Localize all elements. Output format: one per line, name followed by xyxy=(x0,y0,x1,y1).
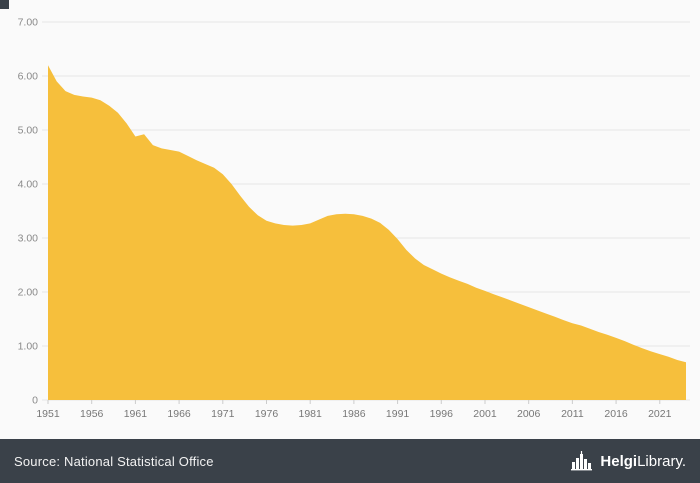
y-axis-label: 5.00 xyxy=(18,125,39,137)
skyline-chart-icon xyxy=(571,451,593,471)
x-axis-label: 1966 xyxy=(167,408,191,420)
x-axis-label: 1951 xyxy=(36,408,60,420)
y-axis-label: 6.00 xyxy=(18,71,39,83)
y-axis-label: 7.00 xyxy=(18,17,39,29)
y-axis-label: 1.00 xyxy=(18,341,39,353)
x-axis-label: 1971 xyxy=(211,408,235,420)
source-label: Source: National Statistical Office xyxy=(14,453,214,469)
x-axis-label: 2011 xyxy=(561,408,584,420)
x-axis-label: 1956 xyxy=(80,408,104,420)
area-series xyxy=(48,65,686,400)
brand-text-rest: Library. xyxy=(637,452,686,470)
x-axis-label: 2016 xyxy=(604,408,628,420)
y-axis-label: 2.00 xyxy=(18,287,39,299)
brand-text-bold: Helgi xyxy=(600,452,638,470)
area-chart: 0 1.00 2.00 3.00 4.00 5.00 6.00 7.00 1951 1956 196… xyxy=(17,16,690,420)
brand-text: HelgiLibrary. xyxy=(600,453,686,470)
helgi-library-logo[interactable]: HelgiLibrary. xyxy=(571,451,686,471)
x-axis-label: 2021 xyxy=(648,408,672,420)
y-axis-label: 4.00 xyxy=(18,179,39,191)
y-axis-label: 0 xyxy=(32,395,38,407)
chart-svg: 0 1.00 2.00 3.00 4.00 5.00 6.00 7.00 1951 1956 196… xyxy=(18,17,690,420)
y-axis-label: 3.00 xyxy=(18,233,39,245)
x-axis-label: 1961 xyxy=(124,408,148,420)
x-axis-label: 1991 xyxy=(386,408,410,420)
x-axis-label: 1981 xyxy=(299,408,323,420)
x-axis-label: 1986 xyxy=(342,408,366,420)
x-axis-label: 2001 xyxy=(473,408,497,420)
corner-mark xyxy=(0,0,9,9)
footer-bar: Source: National Statistical Office Helg… xyxy=(0,439,700,483)
x-axis-label: 1996 xyxy=(430,408,454,420)
x-axis-label: 1976 xyxy=(255,408,279,420)
x-axis-label: 2006 xyxy=(517,408,541,420)
